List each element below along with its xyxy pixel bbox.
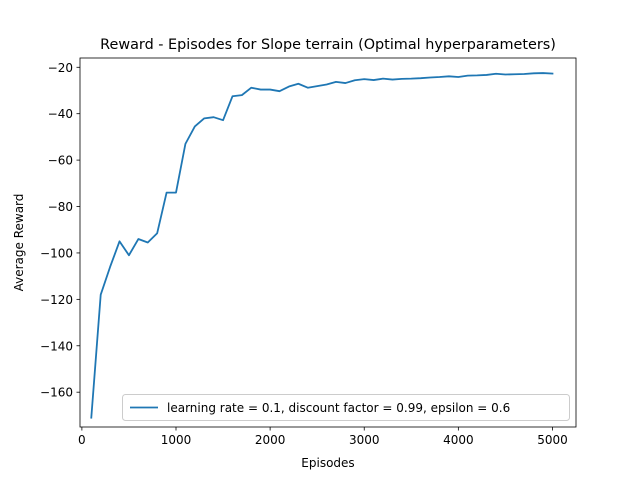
x-axis-ticks: 0 1000 2000 3000 4000 5000 <box>78 427 568 447</box>
y-axis-ticks: −160 −140 −120 −100 −80 −60 −40 −20 <box>40 61 80 400</box>
x-tick-label: 4000 <box>443 433 474 447</box>
plot-area-frame <box>79 57 577 428</box>
y-tick-label: −80 <box>48 200 73 214</box>
x-axis-label: Episodes <box>301 456 354 470</box>
x-tick-label: 1000 <box>161 433 192 447</box>
y-tick-label: −60 <box>48 154 73 168</box>
legend-box <box>122 394 570 421</box>
y-tick-label: −140 <box>40 339 73 353</box>
y-tick-label: −20 <box>48 61 73 75</box>
series-line-0 <box>90 72 554 419</box>
y-tick-label: −100 <box>40 246 73 260</box>
y-tick-label: −160 <box>40 386 73 400</box>
y-axis-label: Average Reward <box>12 194 26 292</box>
legend-label: learning rate = 0.1, discount factor = 0… <box>167 401 510 415</box>
x-tick-label: 0 <box>78 433 86 447</box>
series-layer <box>90 72 554 419</box>
x-tick-label: 5000 <box>537 433 568 447</box>
x-tick-label: 3000 <box>349 433 380 447</box>
x-tick-label: 2000 <box>255 433 286 447</box>
chart-title: Reward - Episodes for Slope terrain (Opt… <box>100 37 556 53</box>
y-tick-label: −40 <box>48 107 73 121</box>
y-tick-label: −120 <box>40 293 73 307</box>
legend: learning rate = 0.1, discount factor = 0… <box>122 394 570 421</box>
